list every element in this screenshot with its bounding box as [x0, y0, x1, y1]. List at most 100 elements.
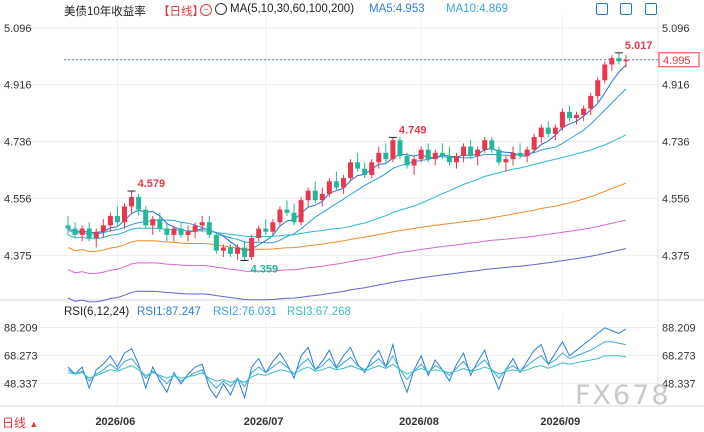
candle-body	[150, 219, 156, 226]
ma60-line	[67, 182, 627, 253]
settings-icon[interactable]	[215, 3, 227, 15]
rsi-label: RSI(6,12,24)	[64, 306, 130, 318]
period-tab-label: 日线	[2, 416, 27, 430]
candle-body	[510, 152, 516, 160]
y-tick-right: 4.375	[662, 250, 690, 262]
candle-body	[242, 247, 248, 257]
annotation-label: 5.017	[625, 40, 653, 52]
fullscreen-icon[interactable]	[596, 3, 608, 15]
rsi-y-tick-left: 68.273	[4, 350, 38, 362]
candle-body	[312, 190, 318, 201]
y-tick-right: 4.736	[662, 136, 690, 148]
candle-body	[383, 152, 389, 160]
candle-body	[355, 162, 361, 169]
x-tick-label: 2026/06	[95, 416, 135, 428]
candle-body	[270, 222, 276, 232]
rsi-line-rsi3	[67, 355, 627, 383]
ma30-line	[67, 134, 627, 240]
ma5-value: MA5:4.953	[369, 3, 425, 15]
candle-body	[305, 190, 311, 201]
rsi-y-tick-right: 88.209	[662, 323, 696, 335]
candle-body	[171, 228, 177, 235]
candle-body	[192, 225, 198, 232]
candle-body	[291, 212, 297, 223]
expand-icon[interactable]	[645, 3, 657, 15]
candle-body	[277, 209, 283, 223]
candle-body	[609, 58, 615, 65]
candle-body	[100, 225, 106, 232]
candle-body	[517, 152, 523, 156]
last-price-value: 4.995	[663, 55, 691, 67]
candle-body	[574, 114, 580, 119]
candle-body	[340, 178, 346, 188]
candle-body	[453, 156, 459, 163]
minus-icon[interactable]: −	[200, 4, 212, 16]
rsi2-value: RSI2:76.031	[213, 306, 277, 318]
candle-body	[86, 228, 92, 239]
axis-labels: 5.096 5.096 4.916 4.916 4.736 4.736 4.556 4.556…	[4, 23, 700, 428]
rsi-line-rsi1	[67, 327, 627, 400]
candle-body	[545, 127, 551, 134]
rsi-y-tick-left: 88.209	[4, 323, 38, 335]
period-tag[interactable]: 【日线】	[158, 6, 204, 18]
ma-label: MA(5,10,30,60,100,200)	[230, 3, 355, 15]
x-tick-label: 2026/08	[399, 416, 439, 428]
candle-body	[107, 215, 113, 226]
rsi-y-tick-left: 48.337	[4, 378, 38, 390]
y-tick-left: 5.096	[4, 23, 32, 35]
candle-body	[206, 222, 212, 235]
candle-body	[468, 146, 474, 156]
candle-body	[249, 238, 255, 257]
candle-body	[178, 228, 184, 235]
candle-body	[263, 228, 269, 232]
candle-body	[157, 219, 163, 229]
main-grid	[0, 12, 704, 406]
candle-body	[235, 247, 241, 254]
candle-body	[72, 228, 78, 235]
candle-body	[93, 231, 99, 239]
y-tick-right: 4.916	[662, 80, 690, 92]
candle-body	[326, 181, 332, 194]
candle-body	[531, 137, 537, 150]
moving-average-lines	[67, 64, 627, 303]
chart-title: 美债10年收益率	[64, 6, 146, 18]
rsi-y-tick-right: 68.273	[662, 350, 696, 362]
y-tick-left: 4.916	[4, 80, 32, 92]
ma5-line	[67, 64, 627, 252]
candle-body	[114, 215, 120, 223]
annotation-label: 4.749	[399, 124, 427, 136]
candle-body	[376, 152, 382, 163]
rsi1-value: RSI1:87.247	[137, 306, 201, 318]
candle-body	[482, 140, 488, 150]
y-tick-left: 4.556	[4, 193, 32, 205]
candle-body	[256, 228, 262, 239]
candle-body	[489, 140, 495, 150]
candle-body	[143, 209, 149, 226]
candle-body	[581, 108, 587, 115]
y-tick-right: 5.096	[662, 23, 690, 35]
candle-body	[461, 146, 467, 156]
candle-body	[129, 197, 135, 207]
candle-body	[65, 225, 71, 229]
candle-body	[284, 209, 290, 213]
x-tick-label: 2026/09	[540, 416, 580, 428]
candle-body	[566, 111, 572, 119]
rsi-grid	[0, 314, 704, 407]
candle-body	[552, 127, 558, 134]
candle-body	[213, 234, 219, 251]
rsi-lines	[67, 327, 627, 400]
last-price-tag	[658, 52, 700, 68]
candle-body	[559, 111, 565, 128]
candle-body	[602, 64, 608, 81]
candle-body	[439, 152, 445, 156]
candle-body	[136, 197, 142, 210]
price-annotations: 5.017 4.749 4.579 4.359	[127, 40, 653, 275]
candlestick-series[interactable]	[65, 52, 629, 261]
ma10-value: MA10:4.869	[446, 3, 509, 15]
candle-body	[595, 80, 601, 97]
period-tab-daily[interactable]: 日线 ▲	[2, 414, 38, 431]
grid-icon[interactable]	[620, 3, 632, 15]
candle-body	[503, 159, 509, 163]
candle-body	[411, 159, 417, 166]
